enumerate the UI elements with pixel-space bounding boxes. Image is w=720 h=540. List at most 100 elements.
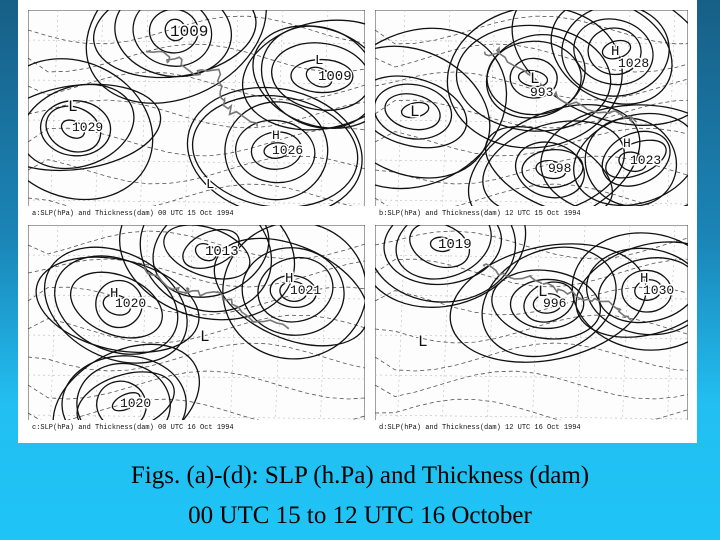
map-footer: c:SLP(hPa) and Thickness(dam) 00 UTC 16 …: [32, 424, 234, 432]
isobar: [257, 256, 334, 323]
thickness-contour: [375, 99, 688, 129]
isobar: [517, 69, 549, 88]
pressure-label: L: [410, 103, 420, 121]
isobar: [132, 10, 213, 67]
thickness-contour: [375, 71, 688, 101]
thickness-contour: [375, 258, 688, 288]
isobar: [455, 24, 612, 132]
isobar: [375, 83, 453, 140]
isobar: [92, 10, 257, 79]
pressure-label: 1030: [643, 283, 674, 298]
isobar: [573, 112, 688, 207]
map-grid: [375, 254, 688, 260]
isobar: [139, 225, 273, 313]
footer-band: [375, 206, 688, 218]
isobar: [114, 10, 233, 78]
pressure-label: L: [530, 70, 540, 88]
pressure-label: 1023: [630, 153, 661, 168]
isobar: [76, 362, 171, 432]
isobar: [509, 278, 585, 330]
isobar: [95, 279, 143, 329]
thickness-contour: [28, 155, 365, 185]
thickness-contour: [28, 286, 365, 316]
thickness-contour: [28, 398, 365, 428]
map-grid: [375, 374, 688, 380]
map-footer: a:SLP(hPa) and Thickness(dam) 00 UTC 15 …: [32, 210, 234, 218]
thickness-contour: [28, 230, 365, 260]
pressure-label: L: [315, 53, 323, 69]
thickness-contour: [28, 15, 365, 45]
pressure-label: H: [110, 286, 118, 302]
isobar: [269, 274, 317, 309]
pressure-label: H: [640, 271, 648, 287]
pressure-label: H: [611, 44, 619, 60]
isobar: [118, 225, 296, 321]
map-grid: [28, 414, 365, 420]
pressure-label: 1019: [438, 237, 472, 253]
isobar: [409, 225, 471, 269]
map-grid: [375, 414, 688, 420]
pressure-label: 1020: [120, 396, 151, 411]
pressure-label: L: [68, 98, 78, 116]
footer-band: [28, 206, 365, 218]
thickness-contour: [375, 342, 688, 372]
isobar: [384, 93, 441, 131]
isobar: [241, 247, 345, 336]
isobar: [182, 228, 240, 270]
isobar: [290, 58, 354, 94]
pressure-label: 1029: [72, 120, 103, 135]
thickness-contour: [28, 127, 365, 157]
thickness-contour: [28, 43, 365, 73]
map-grid: [28, 294, 365, 300]
pressure-label: 996: [543, 296, 566, 311]
thickness-contour: [28, 314, 365, 344]
thickness-contour: [375, 398, 688, 428]
thickness-contour: [28, 258, 365, 288]
isobar: [575, 241, 688, 338]
isobar: [213, 237, 365, 347]
pressure-label: 1026: [272, 143, 303, 158]
pressure-label: 993: [530, 85, 553, 100]
thickness-contour: [375, 43, 688, 73]
isobar: [271, 42, 365, 111]
isobar: [514, 141, 585, 199]
thickness-contour: [375, 127, 688, 157]
isobar: [484, 126, 613, 215]
coastline: [483, 46, 638, 124]
isobar: [69, 271, 163, 339]
thickness-contour: [375, 230, 688, 260]
map-footer: b:SLP(hPa) and Thickness(dam) 12 UTC 15 …: [379, 210, 581, 218]
isobar: [383, 225, 503, 286]
isobar: [194, 242, 217, 262]
map-grid: [375, 199, 688, 205]
isobar: [152, 225, 270, 298]
map-grid: [28, 334, 365, 340]
isobar: [28, 58, 154, 201]
isobar: [621, 269, 673, 313]
isobar: [28, 83, 162, 172]
pressure-label: 1009: [170, 23, 208, 41]
isobar: [28, 83, 135, 170]
pressure-label: 1009: [318, 69, 352, 85]
map-grid: [28, 119, 365, 125]
map-grid: [28, 199, 365, 205]
coastline: [143, 266, 290, 330]
pressure-label: L: [206, 177, 214, 193]
isobar: [375, 27, 508, 190]
isobar: [224, 101, 329, 201]
pressure-label: H: [285, 271, 293, 287]
thickness-contour: [375, 155, 688, 185]
pressure-label: L: [538, 283, 548, 301]
thickness-contour: [375, 15, 688, 45]
isobar: [571, 232, 688, 351]
isobar: [43, 246, 188, 364]
map-grid: [28, 159, 365, 165]
isobar: [491, 269, 602, 340]
